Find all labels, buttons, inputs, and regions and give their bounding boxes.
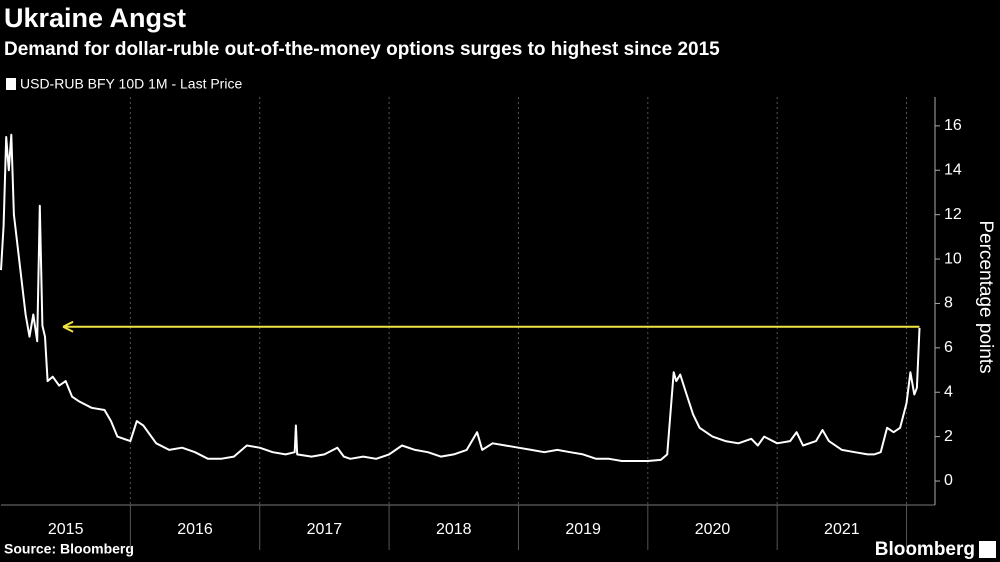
x-tick-label: 2017 xyxy=(307,521,343,538)
y-tick-label: 8 xyxy=(944,295,953,312)
y-tick-label: 12 xyxy=(944,206,962,223)
data-line xyxy=(0,133,921,462)
x-tick-label: 2021 xyxy=(824,521,860,538)
x-tick-label: 2016 xyxy=(177,521,213,538)
brand: Bloomberg xyxy=(875,539,975,560)
y-tick-label: 10 xyxy=(944,250,962,267)
legend-swatch xyxy=(6,78,16,90)
y-tick-label: 4 xyxy=(944,383,953,400)
chart-title: Ukraine Angst xyxy=(4,3,186,33)
y-tick-label: 6 xyxy=(944,339,953,356)
x-tick-label: 2018 xyxy=(436,521,472,538)
x-tick-label: 2019 xyxy=(565,521,601,538)
source: Source: Bloomberg xyxy=(4,541,134,557)
y-axis-label: Percentage points xyxy=(975,220,996,373)
arrow-head xyxy=(62,320,74,333)
y-tick-label: 0 xyxy=(944,472,953,489)
y-tick-label: 16 xyxy=(944,117,962,134)
chart-subtitle: Demand for dollar-ruble out-of-the-money… xyxy=(4,39,720,60)
x-tick-label: 2015 xyxy=(48,521,84,538)
legend-label: USD-RUB BFY 10D 1M - Last Price xyxy=(20,76,242,92)
y-tick-label: 14 xyxy=(944,161,962,178)
brand-icon xyxy=(979,541,996,558)
x-tick-label: 2020 xyxy=(695,521,731,538)
y-tick-label: 2 xyxy=(944,428,953,445)
